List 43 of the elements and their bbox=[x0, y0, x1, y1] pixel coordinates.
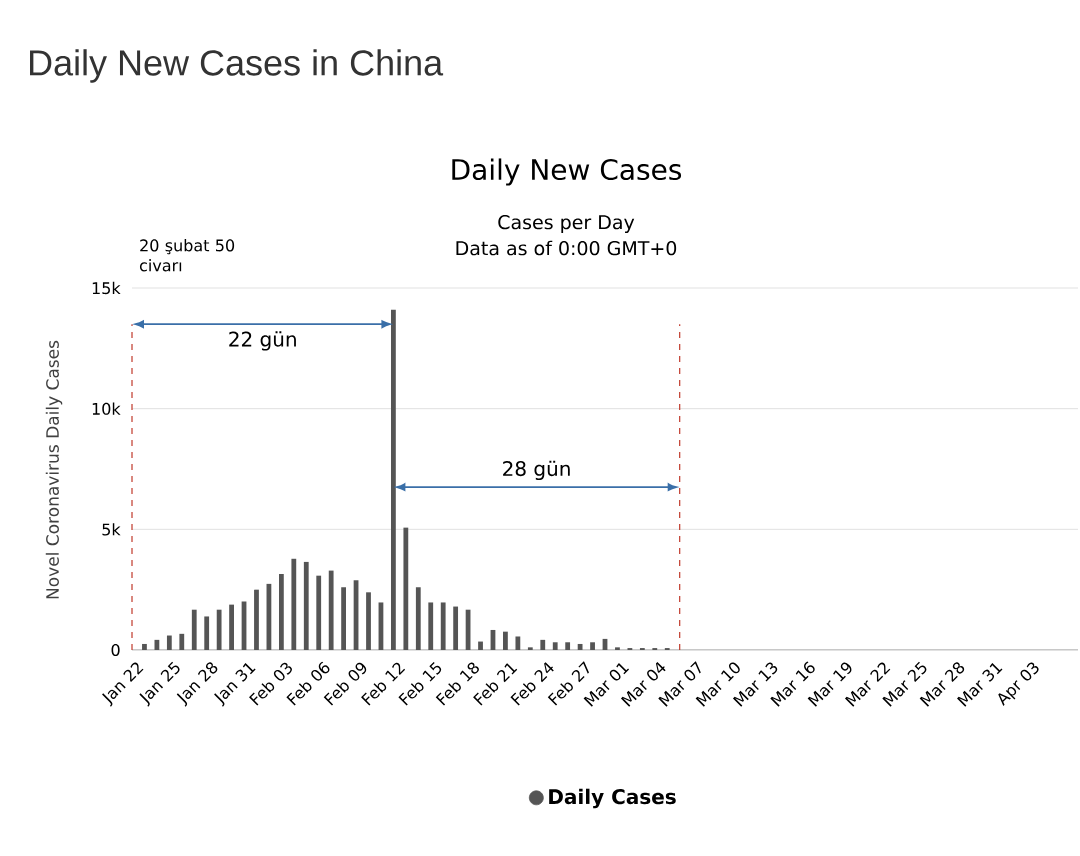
bar bbox=[577, 643, 583, 650]
text: Data as of 0:00 GMT+0 bbox=[456, 240, 677, 256]
text: 20 şubat 50 civarı bbox=[139, 239, 235, 272]
bar bbox=[278, 573, 284, 650]
y-tick-label: 0 bbox=[111, 643, 120, 657]
bar bbox=[515, 636, 521, 650]
bar bbox=[179, 633, 185, 650]
bar bbox=[291, 558, 297, 650]
y-tick-label: 5k bbox=[102, 523, 121, 536]
bar bbox=[478, 641, 483, 650]
bar bbox=[552, 642, 558, 650]
bar bbox=[453, 606, 459, 650]
annotation: 22 gün bbox=[229, 331, 296, 351]
bar bbox=[428, 602, 434, 650]
y-tick-label: 15k bbox=[92, 281, 121, 295]
text: Cases per Day bbox=[498, 214, 635, 234]
bar bbox=[229, 604, 234, 650]
bar bbox=[615, 647, 620, 650]
chart-subtitle: Daily New Cases bbox=[452, 158, 682, 186]
y-axis-title: Novel Coronavirus Daily Cases bbox=[45, 340, 63, 599]
bar bbox=[166, 635, 172, 650]
y-tick-label: 10k bbox=[92, 402, 121, 415]
bar bbox=[366, 592, 371, 650]
bar bbox=[341, 587, 347, 650]
bar bbox=[254, 589, 259, 650]
bar bbox=[403, 527, 409, 650]
chart-title: Daily New Cases in China bbox=[30, 49, 444, 83]
bar bbox=[527, 647, 533, 650]
bar bbox=[590, 642, 595, 650]
bar bbox=[316, 575, 322, 650]
bar bbox=[204, 616, 210, 650]
bar bbox=[142, 643, 147, 650]
bar bbox=[540, 639, 546, 650]
bar bbox=[303, 561, 309, 650]
bar bbox=[440, 602, 446, 650]
bar bbox=[503, 631, 508, 650]
bar bbox=[415, 587, 421, 650]
bar bbox=[216, 609, 222, 650]
annotation: 28 gün bbox=[503, 460, 570, 481]
legend-label: Daily Cases bbox=[549, 788, 676, 809]
bar bbox=[328, 570, 334, 650]
bar bbox=[191, 609, 197, 650]
bar bbox=[565, 642, 571, 650]
